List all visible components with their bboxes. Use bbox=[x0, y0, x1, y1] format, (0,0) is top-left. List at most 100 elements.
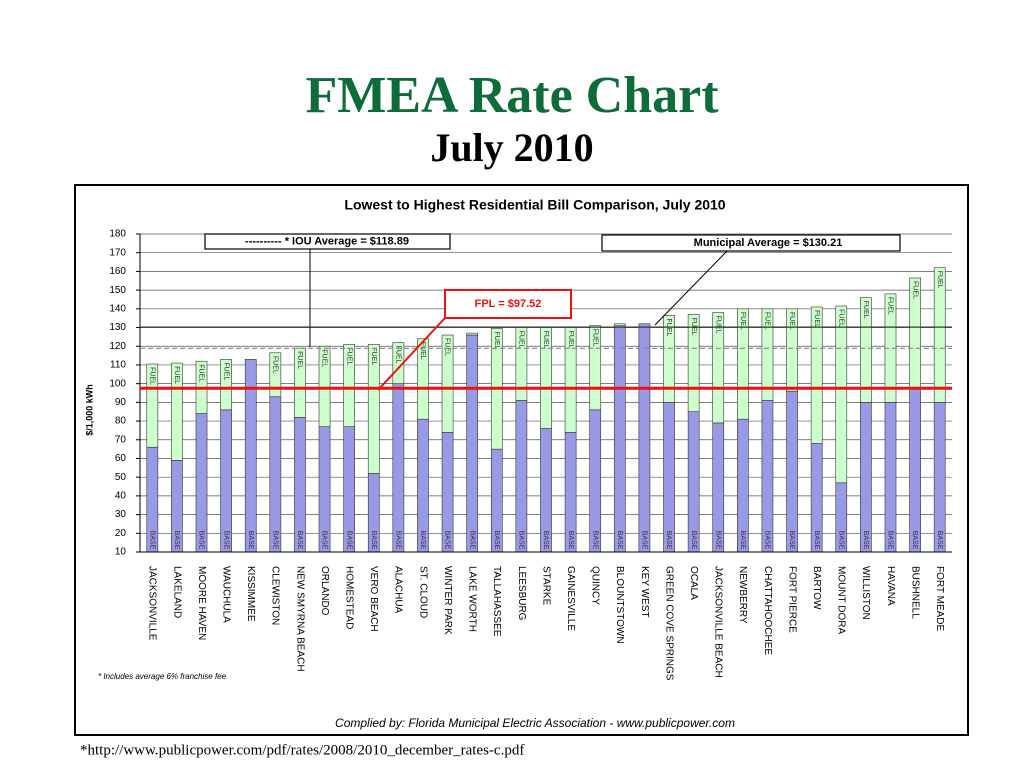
bar-segment bbox=[860, 297, 872, 403]
annotation-box bbox=[444, 289, 572, 319]
segment-label: BASE bbox=[518, 531, 525, 550]
segment-label: BASE bbox=[444, 531, 451, 550]
bar-segment bbox=[269, 396, 282, 553]
bar-segment bbox=[909, 387, 921, 553]
x-tick-label: JACKSONVILLE bbox=[147, 566, 158, 641]
x-tick-label: STARKE bbox=[540, 566, 551, 606]
x-tick-label: WAUCHULA bbox=[220, 566, 231, 623]
segment-label: BASE bbox=[887, 531, 894, 550]
chart-title: Lowest to Highest Residential Bill Compa… bbox=[344, 197, 725, 213]
bar-segment bbox=[171, 362, 183, 461]
source: Complied by: Florida Municipal Electric … bbox=[335, 716, 735, 730]
bar-segment bbox=[269, 352, 282, 398]
x-tick-label: ORLANDO bbox=[319, 566, 330, 616]
y-tick-label: 80 bbox=[115, 416, 127, 427]
segment-label: BASE bbox=[739, 531, 746, 550]
segment-label: FUEL bbox=[591, 329, 598, 347]
slide-title: FMEA Rate Chart bbox=[305, 67, 719, 124]
y-tick-label: 30 bbox=[115, 509, 127, 520]
segment-label: BASE bbox=[616, 531, 623, 550]
segment-label: FUEL bbox=[198, 364, 205, 382]
bar-segment bbox=[737, 308, 749, 420]
annotation-box bbox=[204, 233, 451, 250]
y-tick-label: 40 bbox=[115, 491, 127, 502]
y-tick-label: 70 bbox=[115, 434, 127, 445]
x-tick-label: OCALA bbox=[688, 566, 699, 600]
segment-label: FUEL bbox=[345, 347, 352, 365]
x-tick-label: KISSIMMEE bbox=[245, 566, 256, 622]
segment-label: BASE bbox=[665, 531, 672, 550]
segment-label: BASE bbox=[296, 531, 303, 550]
bar-segment bbox=[761, 308, 774, 401]
segment-label: BASE bbox=[690, 531, 697, 550]
y-tick-label: 10 bbox=[115, 547, 127, 558]
x-tick-label: CHATTAHOOCHEE bbox=[762, 566, 773, 655]
y-tick-label: 170 bbox=[109, 247, 126, 258]
bar-segment bbox=[589, 325, 602, 411]
segment-label: BASE bbox=[271, 531, 278, 550]
segment-label: BASE bbox=[862, 531, 869, 550]
x-tick-label: LAKE WORTH bbox=[467, 566, 478, 632]
bar-segment bbox=[613, 325, 626, 553]
segment-label: FUEL bbox=[493, 332, 500, 350]
y-tick-label: 130 bbox=[109, 322, 126, 333]
bar-segment bbox=[392, 383, 405, 553]
y-tick-label: 50 bbox=[115, 472, 127, 483]
bar-segment bbox=[417, 338, 429, 420]
segment-label: BASE bbox=[493, 531, 500, 550]
bar-segment bbox=[466, 334, 479, 553]
segment-label: BASE bbox=[764, 531, 771, 550]
bar-segment bbox=[761, 400, 774, 553]
bar-segment bbox=[810, 306, 823, 444]
y-tick-label: 160 bbox=[109, 266, 126, 277]
x-tick-label: BLOUNTSTOWN bbox=[614, 566, 625, 644]
y-tick-label: 120 bbox=[109, 341, 126, 352]
x-tick-label: FORT MEADE bbox=[934, 566, 945, 632]
segment-label: FUEL bbox=[419, 342, 426, 360]
segment-label: FUEL bbox=[542, 331, 549, 349]
segment-label: BASE bbox=[247, 531, 254, 550]
x-tick-label: JACKSONVILLE BEACH bbox=[713, 566, 724, 678]
slide-subtitle: July 2010 bbox=[430, 125, 593, 170]
segment-label: BASE bbox=[837, 531, 844, 550]
bar-segment bbox=[933, 402, 946, 553]
y-tick-label: 150 bbox=[109, 285, 126, 296]
x-tick-label: QUINCY bbox=[590, 566, 601, 605]
bar-segment bbox=[712, 312, 725, 424]
segment-label: BASE bbox=[911, 531, 918, 550]
y-tick-label: 140 bbox=[109, 303, 126, 314]
x-tick-label: LAKELAND bbox=[171, 566, 182, 618]
segment-label: BASE bbox=[591, 531, 598, 550]
bar-segment bbox=[860, 402, 872, 553]
y-tick-label: 90 bbox=[115, 397, 127, 408]
x-tick-label: KEY WEST bbox=[639, 566, 650, 618]
segment-label: BASE bbox=[321, 531, 328, 550]
bar-segment bbox=[835, 305, 848, 484]
segment-label: BASE bbox=[222, 531, 229, 550]
x-tick-label: BUSHNELL bbox=[909, 566, 920, 619]
annotation-label: ---------- * IOU Average = $118.89 bbox=[245, 235, 409, 247]
x-tick-label: WINTER PARK bbox=[442, 566, 453, 635]
x-tick-label: LEESBURG bbox=[516, 566, 527, 621]
segment-label: BASE bbox=[198, 531, 205, 550]
segment-label: BASE bbox=[395, 531, 402, 550]
segment-label: FUEL bbox=[690, 317, 697, 335]
x-tick-label: NEW SMYRNA BEACH bbox=[294, 566, 305, 672]
annotation-label: Municipal Average = $130.21 bbox=[694, 237, 843, 249]
footer: *http://www.publicpower.com/pdf/rates/20… bbox=[80, 742, 524, 758]
x-tick-label: MOORE HAVEN bbox=[196, 566, 207, 640]
x-tick-label: WILLISTON bbox=[860, 566, 871, 620]
bar-segment bbox=[687, 314, 700, 413]
bar-segment bbox=[663, 315, 675, 403]
segment-label: FUEL bbox=[764, 312, 771, 330]
segment-label: FUEL bbox=[936, 271, 943, 289]
bar-segment bbox=[220, 359, 232, 411]
x-tick-label: GAINESVILLE bbox=[565, 566, 576, 631]
segment-label: FUEL bbox=[321, 349, 328, 367]
bar-segment bbox=[367, 344, 380, 474]
x-tick-label: ALACHUA bbox=[393, 566, 404, 614]
y-tick-label: 110 bbox=[110, 360, 126, 371]
segment-label: FUEL bbox=[837, 309, 844, 327]
